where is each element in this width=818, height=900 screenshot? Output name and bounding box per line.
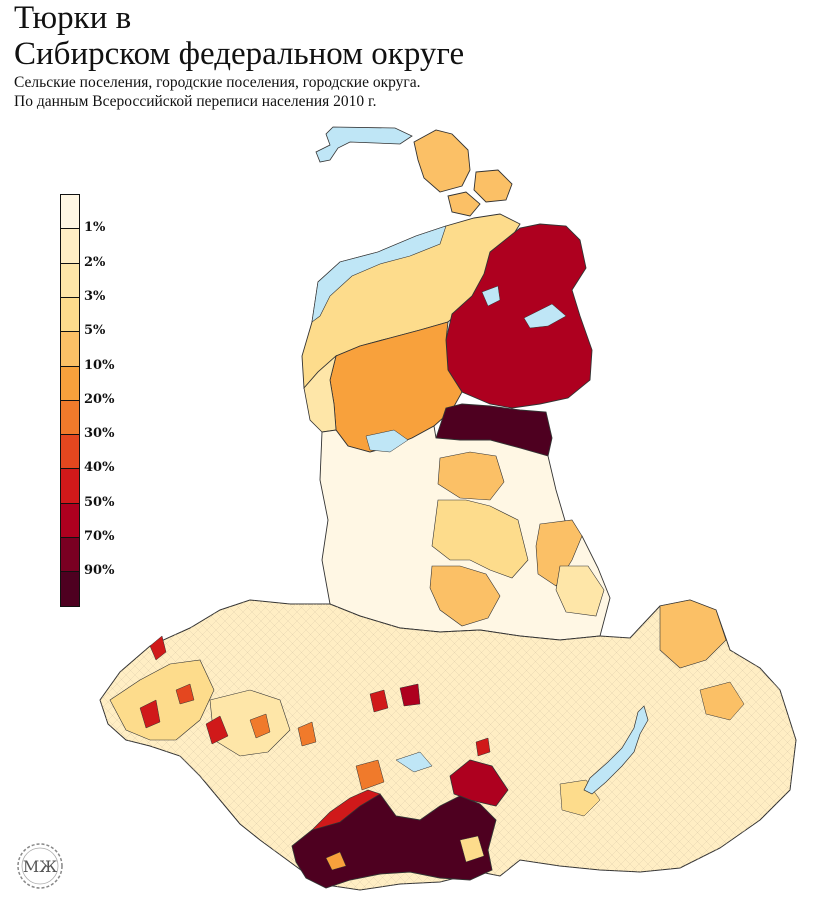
legend-label: 2% [84,254,106,270]
map-subtitle-2: По данным Всероссийской переписи населен… [14,93,377,110]
map-legend: 1% 2% 3% 5% 10% 20% 30% 40% 50% 70% 90% [60,194,150,608]
legend-swatch [60,468,80,505]
legend-label: 5% [84,323,106,339]
logo-text: МЖ [22,856,58,876]
legend-label: 1% [84,220,106,236]
map-title-line-2: Сибирском федеральном округе [14,36,465,72]
legend-swatch [60,194,80,230]
legend-swatch [60,571,80,608]
author-logo: МЖ [14,840,66,892]
wreath-icon [17,843,63,889]
legend-label: 90% [84,563,115,579]
legend-label: 30% [84,426,115,442]
map-subtitle-1: Сельские поселения, городские поселения,… [14,74,421,91]
legend-swatch [60,296,80,333]
map-title-line-1: Тюрки в [14,0,132,36]
legend-swatch [60,365,80,402]
territory [99,213,797,891]
legend-swatch [60,537,80,573]
legend-label: 40% [84,460,115,476]
legend-swatch [60,331,80,367]
title-block: Тюрки в Сибирском федеральном округе Сел… [14,0,464,111]
legend-swatch [60,228,80,265]
legend-swatch [60,502,80,539]
arctic-islands [315,126,513,217]
legend-swatch [60,399,80,436]
legend-label: 70% [84,529,115,544]
legend-swatch [60,262,80,299]
legend-label: 3% [84,288,106,304]
legend-label: 20% [84,391,115,407]
legend-label: 50% [84,494,115,510]
legend-label: 10% [84,357,115,373]
legend-swatch [60,434,80,470]
